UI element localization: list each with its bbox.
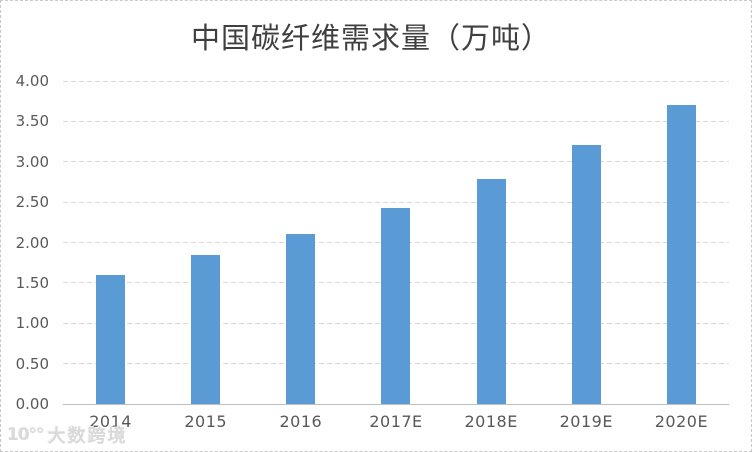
watermark-text: 大数跨境 bbox=[47, 426, 128, 447]
plot-area bbox=[63, 80, 729, 405]
bar-slot-2018E bbox=[444, 81, 539, 404]
bar-2017E bbox=[381, 207, 411, 404]
gridline bbox=[63, 161, 729, 163]
x-tick-label: 2019E bbox=[559, 412, 613, 431]
y-tick-label: 1.00 bbox=[15, 314, 49, 333]
watermark: 10°° 大数跨境 bbox=[7, 422, 128, 448]
bar-2018E bbox=[476, 178, 506, 404]
x-tick-label: 2018E bbox=[464, 412, 518, 431]
bar-2019E bbox=[571, 144, 601, 404]
bar-slot-2020E bbox=[634, 81, 729, 404]
y-tick-label: 1.50 bbox=[15, 273, 49, 292]
bar-2014 bbox=[96, 274, 126, 404]
x-axis-line bbox=[63, 403, 729, 405]
y-tick-label: 3.00 bbox=[15, 152, 49, 171]
x-tick-label: 2017E bbox=[369, 412, 423, 431]
gridline bbox=[63, 80, 729, 82]
bar-2020E bbox=[666, 105, 696, 404]
y-tick-label: 2.50 bbox=[15, 193, 49, 212]
bar-slot-2016 bbox=[253, 81, 348, 404]
bar-2015 bbox=[191, 254, 221, 404]
y-tick-label: 0.00 bbox=[15, 395, 49, 413]
gridline bbox=[63, 201, 729, 203]
bar-slot-2015 bbox=[158, 81, 253, 404]
bar-2016 bbox=[286, 233, 316, 404]
bar-slot-2017E bbox=[348, 81, 443, 404]
gridline bbox=[63, 120, 729, 122]
y-tick-label: 2.00 bbox=[15, 233, 49, 252]
bar-slot-2019E bbox=[539, 81, 634, 404]
x-tick-label: 2015 bbox=[184, 412, 228, 431]
x-axis-labels: 2014 2015 2016 2017E 2018E 2019E 2020E bbox=[63, 412, 729, 431]
x-tick-label: 2014 bbox=[89, 412, 132, 431]
bars-container bbox=[63, 81, 729, 404]
watermark-logo-icon: 10°° bbox=[7, 425, 45, 445]
bar-slot-2014 bbox=[63, 81, 158, 404]
x-tick-label: 2016 bbox=[279, 412, 323, 431]
chart-title: 中国碳纤维需求量（万吨） bbox=[190, 21, 551, 55]
x-tick-label: 2020E bbox=[654, 412, 709, 431]
y-tick-label: 0.50 bbox=[15, 354, 49, 373]
y-tick-label: 3.50 bbox=[15, 112, 49, 131]
y-tick-label: 4.00 bbox=[15, 72, 49, 90]
